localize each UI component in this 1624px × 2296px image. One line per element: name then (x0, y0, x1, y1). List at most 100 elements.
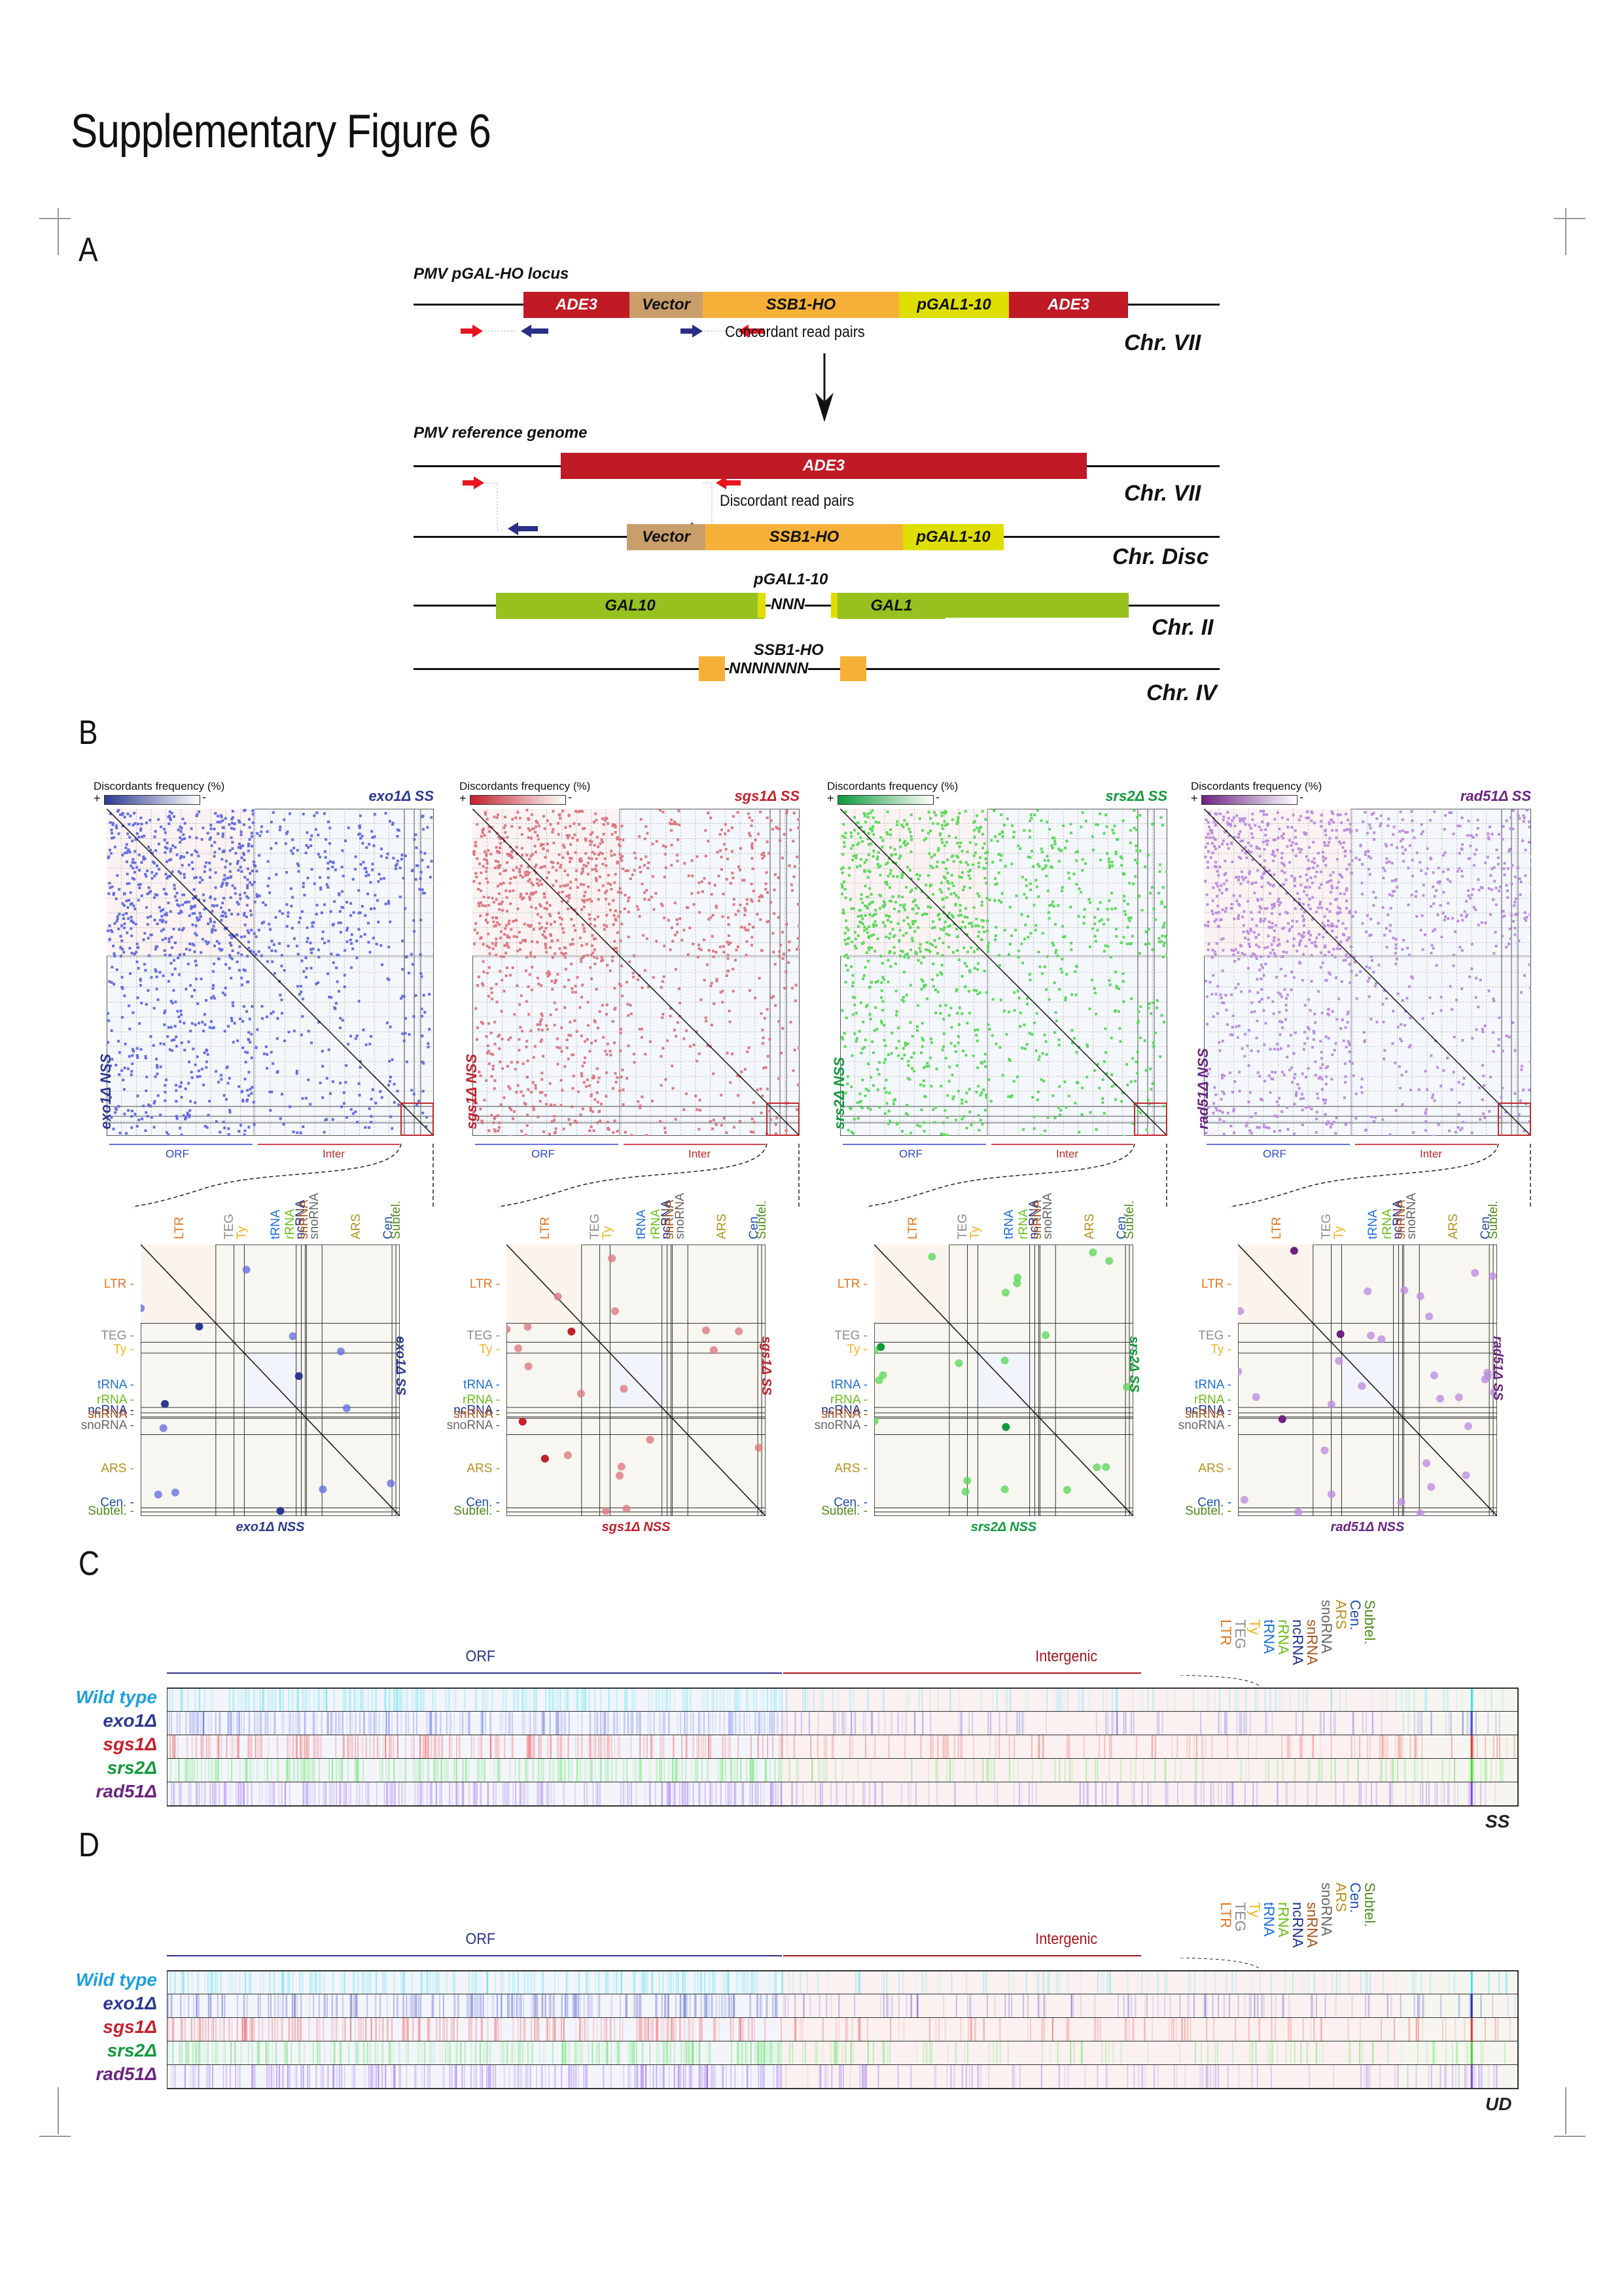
point (1488, 1110, 1491, 1113)
point (691, 874, 694, 877)
point (995, 1042, 998, 1046)
point (1016, 1075, 1019, 1078)
point (1345, 1046, 1348, 1049)
point (1088, 945, 1091, 949)
point (531, 966, 534, 969)
point (1300, 934, 1303, 937)
point (957, 896, 960, 899)
point (1011, 824, 1014, 827)
point (593, 1019, 596, 1022)
point (118, 888, 121, 891)
point (324, 1118, 327, 1122)
point (761, 1029, 764, 1032)
point (249, 1040, 252, 1044)
point (962, 946, 966, 949)
point (860, 914, 863, 917)
point (732, 898, 735, 901)
point (188, 1109, 192, 1112)
point (614, 830, 617, 834)
point (1381, 906, 1385, 909)
point (751, 867, 754, 870)
point (605, 864, 608, 867)
point (148, 891, 151, 894)
point (1406, 946, 1409, 949)
point (235, 933, 238, 936)
point (351, 877, 355, 881)
point (557, 891, 561, 894)
point (533, 845, 537, 848)
point (224, 915, 228, 918)
point (1528, 913, 1531, 917)
point (941, 1048, 944, 1051)
point (122, 913, 125, 917)
point (549, 823, 552, 826)
point (502, 881, 505, 885)
point (647, 898, 650, 902)
point (961, 1487, 970, 1496)
point (268, 891, 272, 894)
point (976, 1028, 980, 1031)
point (383, 877, 386, 880)
point (721, 1000, 724, 1004)
point (847, 937, 850, 940)
point (243, 875, 247, 879)
point (1253, 891, 1256, 894)
point (580, 996, 583, 999)
point (1321, 922, 1324, 925)
point (251, 1086, 254, 1089)
point (422, 1062, 425, 1065)
point (1277, 938, 1280, 942)
point (544, 944, 547, 947)
point (1317, 1077, 1320, 1080)
point (1337, 997, 1341, 1000)
point (1280, 1021, 1284, 1024)
point (169, 910, 172, 913)
category-side-label: LTR - (837, 1277, 868, 1292)
point (1286, 911, 1289, 915)
point (883, 1038, 886, 1042)
point (1265, 843, 1269, 846)
point (135, 1047, 139, 1050)
point (245, 904, 249, 907)
point (362, 860, 365, 864)
panel-letter-b: B (79, 714, 98, 752)
point (345, 928, 349, 932)
point (494, 859, 497, 862)
point (198, 881, 202, 884)
point (546, 1028, 549, 1031)
point (607, 1127, 610, 1130)
point (934, 813, 938, 817)
point (644, 1134, 648, 1136)
point (915, 887, 918, 890)
point (951, 818, 954, 821)
category-side-label: snoRNA - (80, 1419, 134, 1433)
point (941, 824, 944, 827)
point (1508, 927, 1511, 930)
point (212, 925, 215, 928)
point (113, 952, 116, 955)
point (869, 1017, 872, 1021)
point (300, 959, 304, 963)
point (1388, 929, 1392, 932)
point (507, 922, 510, 925)
point (1239, 819, 1242, 822)
point (1206, 903, 1209, 906)
point (1320, 1087, 1324, 1091)
point (702, 1326, 711, 1335)
point (1462, 1120, 1465, 1123)
point (546, 922, 549, 925)
point (1316, 906, 1320, 910)
point (146, 916, 149, 919)
point (1345, 899, 1348, 902)
point (722, 1116, 726, 1120)
point (1020, 942, 1023, 945)
point (477, 902, 480, 905)
point (732, 815, 735, 818)
point (113, 845, 116, 849)
point (678, 823, 681, 826)
point (957, 816, 960, 819)
point (1207, 921, 1210, 924)
point (1494, 886, 1498, 889)
point (128, 882, 131, 885)
point (1347, 1042, 1350, 1045)
